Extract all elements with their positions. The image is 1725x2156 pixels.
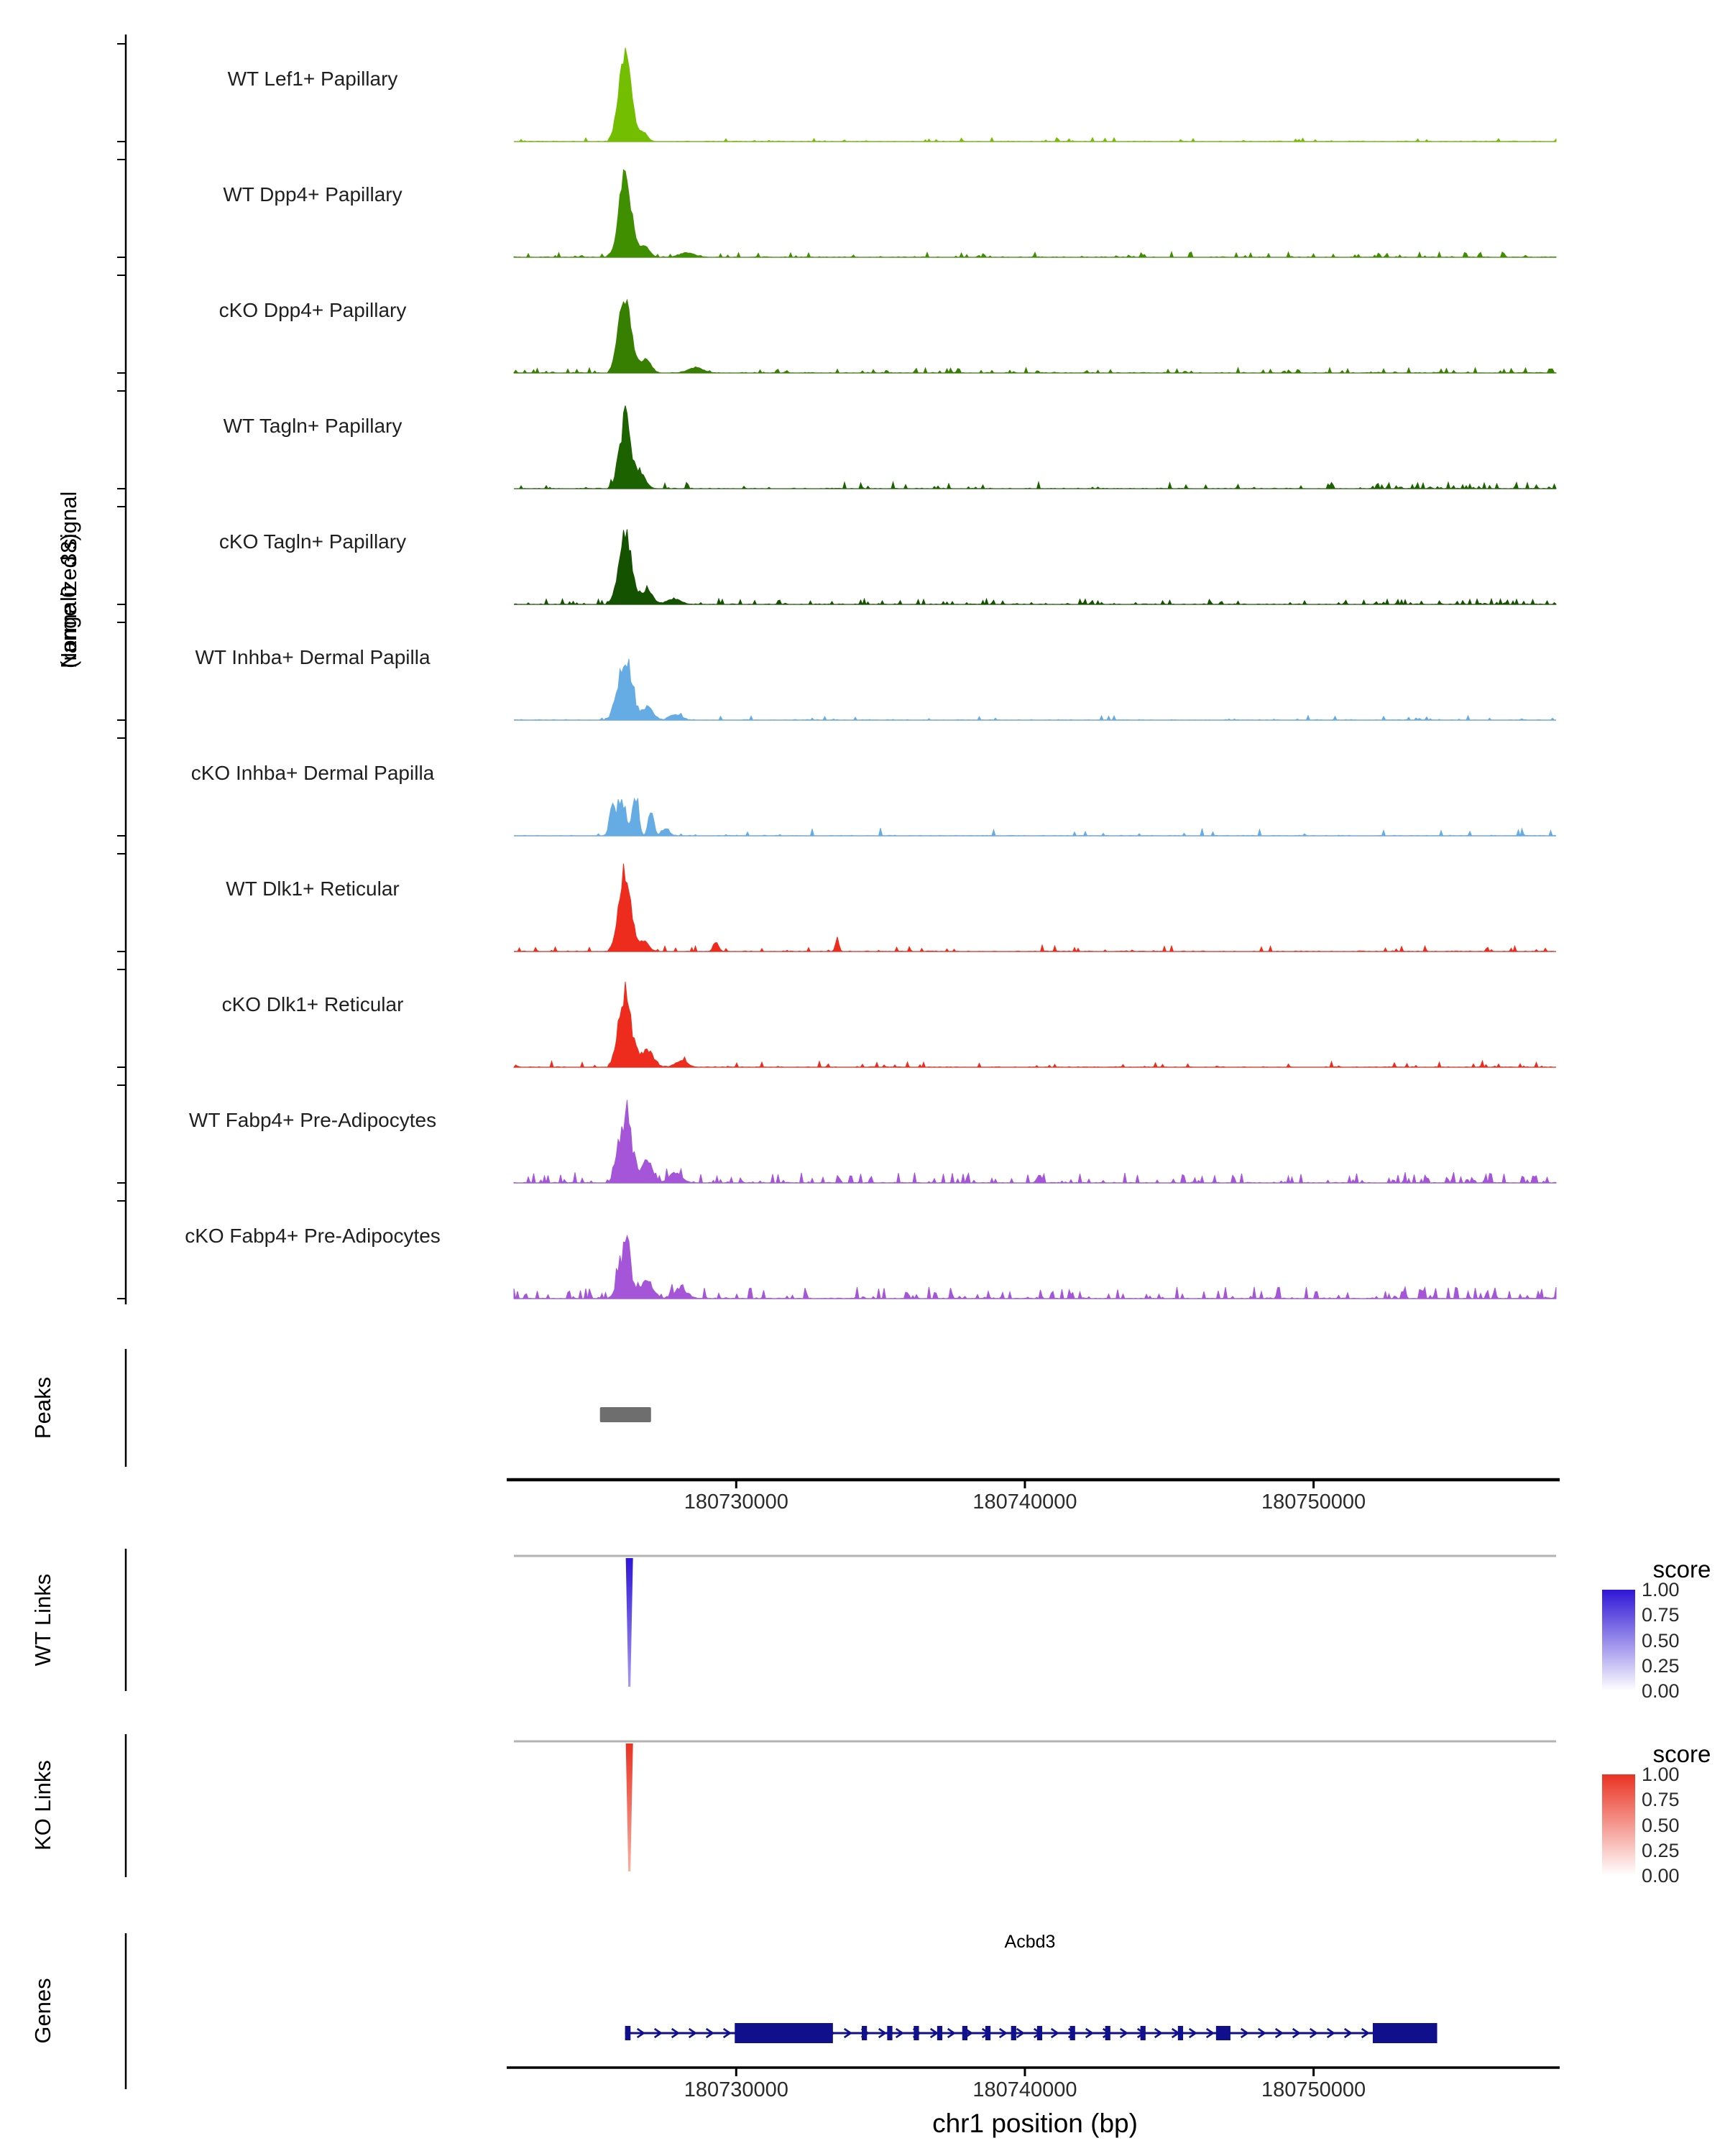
strand-arrow-icon — [636, 2027, 645, 2039]
gene-exon — [962, 2026, 968, 2040]
coverage-area — [513, 1234, 1557, 1300]
strand-arrow-icon — [1326, 2027, 1335, 2039]
gene-exon — [887, 2026, 893, 2040]
strand-arrow-icon — [688, 2027, 697, 2039]
coverage-area — [513, 169, 1557, 258]
strand-arrow-icon — [998, 2027, 1008, 2039]
strand-arrow-icon — [722, 2027, 732, 2039]
strand-arrow-icon — [1154, 2027, 1163, 2039]
wt-score-gradient — [1602, 1590, 1635, 1691]
gene-exon — [1372, 2023, 1438, 2043]
signal-track-10 — [117, 1084, 1557, 1184]
ko-links-link — [625, 1743, 633, 1871]
gene-exon — [1105, 2026, 1110, 2040]
wt-links-link — [625, 1558, 633, 1687]
strand-arrow-icon — [1240, 2027, 1249, 2039]
peak-region — [599, 1407, 651, 1422]
gene-exon — [625, 2026, 631, 2040]
ko-score-gradient — [1602, 1774, 1635, 1876]
signal-track-2 — [117, 159, 1557, 258]
coverage-area — [512, 981, 1556, 1069]
signal-track-8 — [117, 853, 1556, 953]
strand-arrow-icon — [1016, 2027, 1025, 2039]
strand-arrow-icon — [671, 2027, 680, 2039]
coverage-area — [513, 529, 1557, 606]
coverage-area — [513, 863, 1556, 953]
gene-exon — [937, 2026, 943, 2040]
strand-arrow-icon — [1257, 2027, 1266, 2039]
signal-track-11 — [117, 1200, 1557, 1300]
signal-track-5 — [117, 506, 1557, 606]
strand-arrow-icon — [1119, 2027, 1128, 2039]
gene-exon — [985, 2026, 991, 2040]
signal-track-4 — [117, 390, 1557, 490]
strand-arrow-icon — [1274, 2027, 1284, 2039]
coverage-area — [514, 47, 1557, 142]
strand-arrow-icon — [895, 2027, 904, 2039]
signal-track-3 — [117, 275, 1557, 374]
gene-exon — [1215, 2026, 1230, 2040]
gene-exon — [1177, 2026, 1184, 2040]
signal-track-9 — [117, 969, 1556, 1069]
gene-exon — [914, 2026, 919, 2040]
strand-arrow-icon — [929, 2027, 939, 2039]
gene-exon — [1011, 2026, 1016, 2040]
coverage-area — [513, 658, 1556, 721]
gene-model — [625, 2023, 1438, 2043]
strand-arrow-icon — [653, 2027, 663, 2039]
signal-track-7 — [117, 737, 1557, 837]
strand-arrow-icon — [1343, 2027, 1353, 2039]
coverage-area — [514, 405, 1557, 490]
strand-arrow-icon — [1188, 2027, 1197, 2039]
strand-arrow-icon — [1361, 2027, 1370, 2039]
strand-arrow-icon — [1205, 2027, 1215, 2039]
strand-arrow-icon — [1309, 2027, 1318, 2039]
signal-track-6 — [117, 622, 1556, 721]
gene-exon — [1140, 2026, 1146, 2040]
coverage-area — [513, 298, 1557, 374]
gene-exon — [1036, 2026, 1043, 2040]
strand-arrow-icon — [1050, 2027, 1059, 2039]
strand-arrow-icon — [947, 2027, 956, 2039]
strand-arrow-icon — [1292, 2027, 1301, 2039]
coverage-area — [513, 797, 1557, 837]
signal-track-1 — [117, 43, 1557, 142]
coverage-area — [513, 1100, 1557, 1184]
strand-arrow-icon — [878, 2027, 887, 2039]
gene-exon — [862, 2026, 868, 2040]
strand-arrow-icon — [705, 2027, 714, 2039]
strand-arrow-icon — [843, 2027, 852, 2039]
strand-arrow-icon — [1085, 2027, 1094, 2039]
gene-exon — [1070, 2026, 1075, 2040]
gene-exon — [735, 2023, 833, 2043]
